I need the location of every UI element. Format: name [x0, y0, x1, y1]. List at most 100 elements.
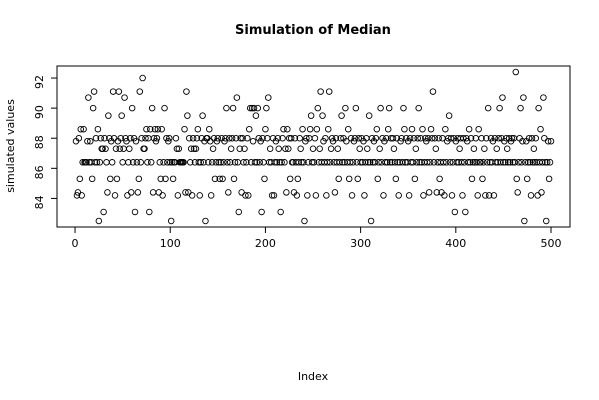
point	[519, 137, 526, 145]
point	[116, 145, 124, 153]
point	[481, 145, 488, 153]
point	[265, 94, 272, 101]
point	[422, 134, 429, 142]
point	[427, 125, 435, 133]
point	[175, 145, 183, 153]
point	[103, 159, 110, 166]
point	[186, 134, 193, 142]
point	[239, 134, 246, 142]
point	[182, 189, 189, 196]
point	[273, 159, 281, 166]
point	[520, 94, 527, 101]
point	[279, 134, 286, 142]
point	[104, 189, 111, 196]
point	[280, 125, 287, 133]
point	[380, 192, 387, 199]
point	[262, 125, 269, 133]
point	[311, 134, 319, 142]
point	[237, 134, 244, 142]
point	[412, 145, 420, 153]
point	[504, 159, 512, 166]
point	[223, 104, 230, 112]
point	[462, 208, 469, 216]
point	[226, 159, 234, 166]
point	[344, 125, 352, 133]
point	[459, 192, 466, 199]
point	[464, 159, 472, 166]
point	[375, 159, 382, 166]
point	[213, 137, 221, 145]
point	[287, 134, 295, 142]
point	[443, 159, 450, 166]
point	[161, 104, 168, 112]
point	[525, 134, 533, 142]
point	[282, 145, 289, 153]
point	[298, 159, 305, 166]
point	[496, 104, 503, 112]
point	[221, 137, 228, 145]
point	[326, 159, 334, 166]
point	[217, 159, 224, 166]
point	[149, 189, 157, 196]
point	[283, 189, 290, 196]
point	[362, 159, 369, 166]
point	[307, 112, 315, 119]
point	[128, 104, 136, 112]
point	[240, 159, 247, 166]
point	[482, 192, 489, 199]
point	[306, 125, 314, 133]
x-tick-label: 500	[541, 237, 562, 250]
point	[349, 159, 357, 166]
point	[485, 192, 493, 199]
point	[146, 208, 153, 216]
point	[314, 104, 322, 112]
point	[339, 159, 346, 166]
point	[249, 137, 257, 145]
point	[186, 159, 194, 166]
point	[367, 217, 375, 225]
point	[131, 208, 139, 216]
point	[208, 159, 216, 166]
point	[327, 145, 335, 153]
y-tick-label: 92	[33, 75, 46, 89]
point	[85, 94, 92, 101]
point	[202, 217, 209, 225]
point	[373, 125, 381, 133]
point	[546, 159, 554, 166]
point	[374, 175, 382, 183]
point	[122, 134, 129, 142]
point	[127, 134, 134, 142]
point	[242, 192, 249, 199]
point	[332, 134, 340, 142]
point	[93, 159, 101, 166]
point	[401, 125, 408, 133]
point	[411, 175, 419, 183]
point	[499, 94, 506, 101]
point	[502, 159, 509, 166]
point	[542, 217, 550, 225]
point	[271, 159, 279, 166]
point	[415, 104, 422, 112]
point	[543, 159, 551, 166]
point	[342, 104, 349, 112]
point	[409, 159, 417, 166]
point	[184, 112, 191, 119]
point	[399, 159, 406, 166]
point	[503, 145, 511, 153]
point	[547, 137, 555, 145]
point	[151, 125, 159, 133]
point	[180, 159, 187, 166]
point	[90, 88, 98, 95]
point	[231, 159, 239, 166]
point	[428, 134, 436, 142]
point	[97, 134, 104, 142]
point	[133, 159, 141, 166]
y-tick-label: 88	[33, 135, 46, 149]
point	[521, 217, 528, 225]
point	[365, 112, 373, 119]
point	[141, 145, 148, 153]
point	[473, 159, 481, 166]
point	[350, 137, 358, 145]
point	[542, 159, 549, 166]
point	[158, 125, 165, 133]
